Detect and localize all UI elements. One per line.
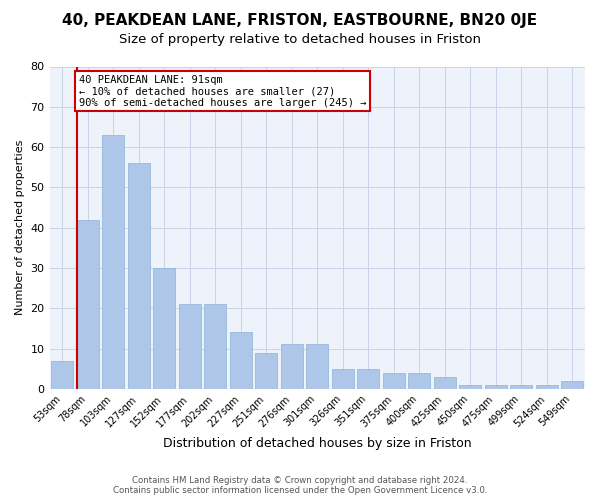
Bar [383, 372, 404, 389]
Bar [77, 220, 98, 389]
Bar [562, 380, 583, 389]
Text: 40, PEAKDEAN LANE, FRISTON, EASTBOURNE, BN20 0JE: 40, PEAKDEAN LANE, FRISTON, EASTBOURNE, … [62, 12, 538, 28]
Text: 40 PEAKDEAN LANE: 91sqm
← 10% of detached houses are smaller (27)
90% of semi-de: 40 PEAKDEAN LANE: 91sqm ← 10% of detache… [79, 74, 367, 108]
Bar [154, 268, 175, 389]
Bar [434, 376, 455, 389]
Bar [358, 368, 379, 389]
X-axis label: Distribution of detached houses by size in Friston: Distribution of detached houses by size … [163, 437, 472, 450]
Bar [205, 304, 226, 389]
Text: Size of property relative to detached houses in Friston: Size of property relative to detached ho… [119, 32, 481, 46]
Bar [485, 385, 506, 389]
Bar [256, 352, 277, 389]
Bar [511, 385, 532, 389]
Bar [128, 163, 149, 389]
Bar [52, 360, 73, 389]
Bar [332, 368, 353, 389]
Bar [460, 385, 481, 389]
Y-axis label: Number of detached properties: Number of detached properties [15, 140, 25, 316]
Bar [409, 372, 430, 389]
Bar [536, 385, 557, 389]
Text: Contains HM Land Registry data © Crown copyright and database right 2024.
Contai: Contains HM Land Registry data © Crown c… [113, 476, 487, 495]
Bar [307, 344, 328, 389]
Bar [179, 304, 200, 389]
Bar [281, 344, 302, 389]
Bar [230, 332, 251, 389]
Bar [103, 135, 124, 389]
